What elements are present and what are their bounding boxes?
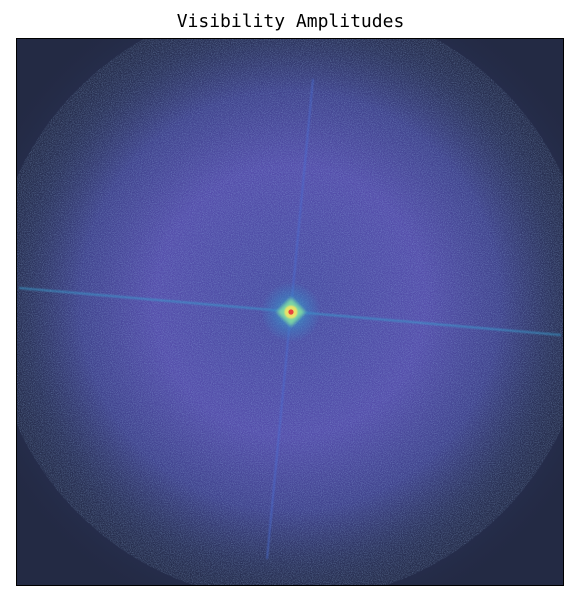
- plot-area: [16, 38, 564, 586]
- chart-title: Visibility Amplitudes: [176, 11, 405, 32]
- visibility-heatmap: [17, 39, 563, 585]
- central-peak-max: [288, 309, 294, 315]
